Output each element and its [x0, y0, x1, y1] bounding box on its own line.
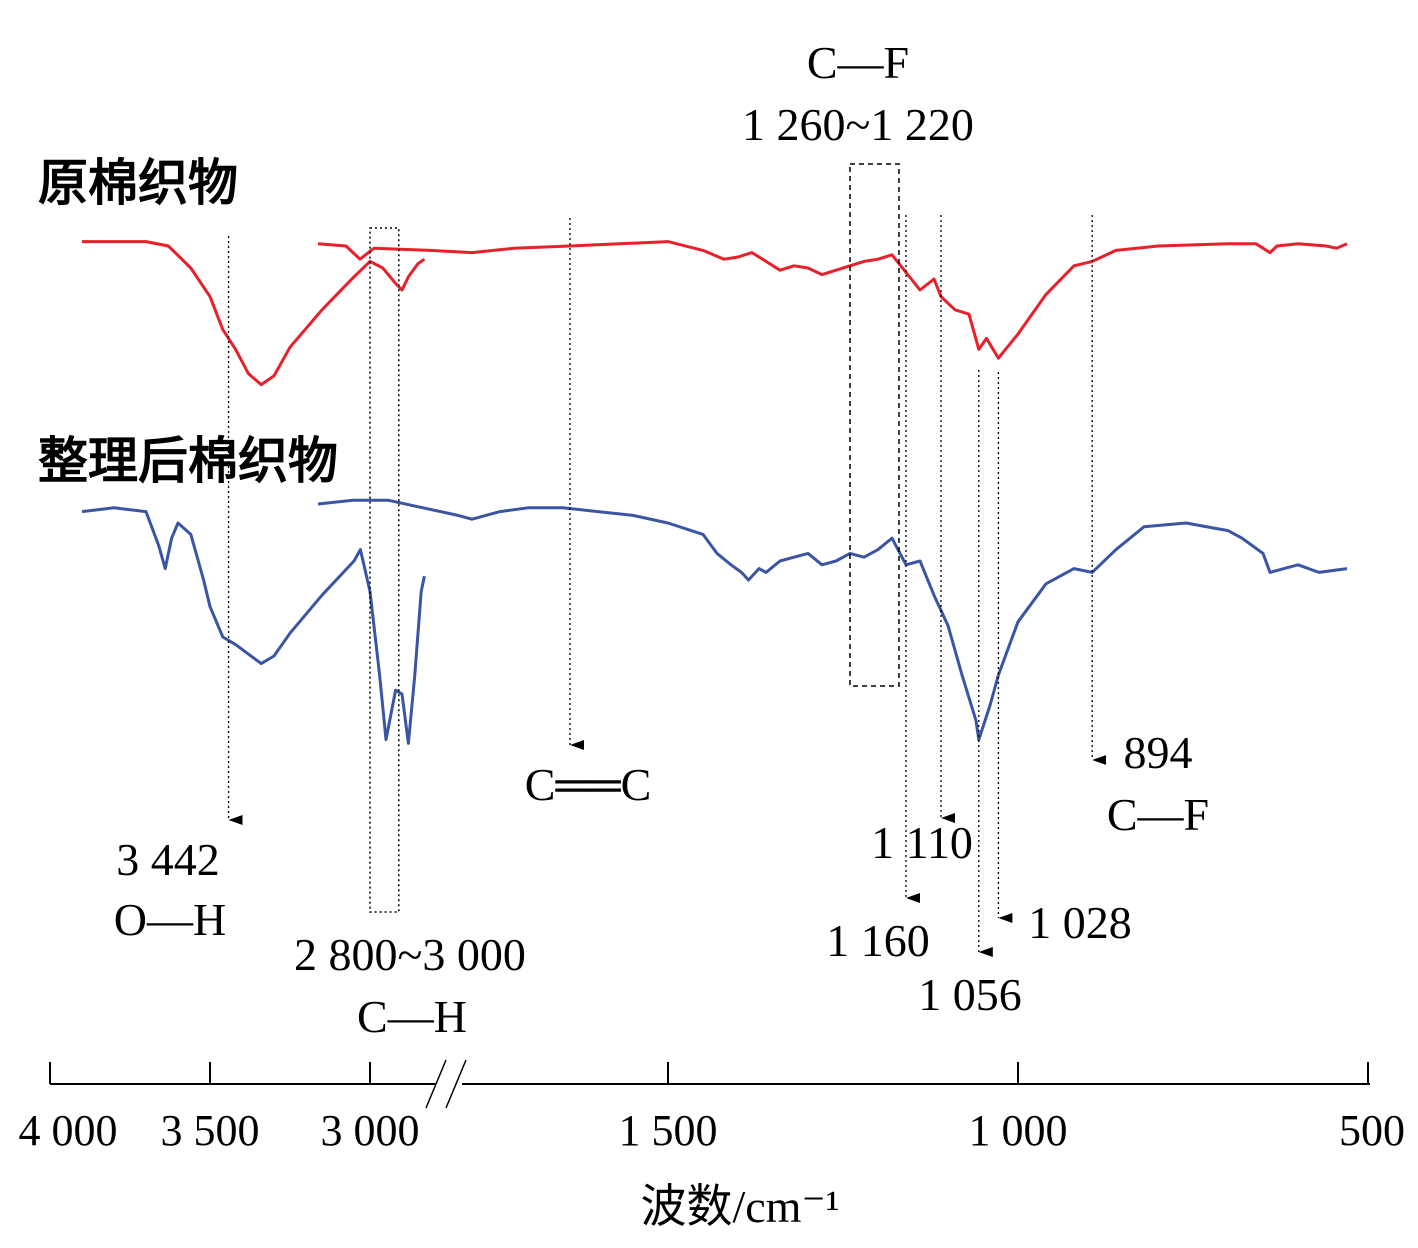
x-axis [50, 1059, 1370, 1109]
x-tick-label-3500: 3 500 [161, 1106, 260, 1155]
annotation-oh-wavenumber: 3 442 [116, 834, 220, 885]
x-axis-label: 波数/cm⁻¹ [640, 1181, 839, 1232]
series-label-treated-cotton: 整理后棉织物 [38, 432, 338, 490]
annotation-ch-range: 2 800~3 000 [294, 929, 526, 980]
annotation-ch-bond: C—H [357, 991, 467, 1042]
annotation-1110: 1 110 [871, 817, 973, 868]
x-tick-label-1500: 1 500 [619, 1106, 718, 1155]
x-tick-label-4000: 4 000 [19, 1106, 118, 1155]
spectra [81, 240, 1348, 745]
series-line-treated-cotton-segment-1 [81, 506, 426, 745]
x-tick-label-500: 500 [1339, 1106, 1405, 1155]
annotation-cf-range-values: 1 260~1 220 [742, 99, 974, 150]
axis-break-mark-2 [445, 1059, 467, 1109]
annotation-1028: 1 028 [1028, 897, 1132, 948]
guide-box-cf [849, 163, 900, 687]
x-tick-label-3000: 3 000 [321, 1106, 420, 1155]
x-tick-label-1000: 1 000 [969, 1106, 1068, 1155]
annotation-894-bond: C—F [1107, 789, 1209, 840]
annotation-cc-bond: C══C [525, 759, 652, 810]
annotation-1056: 1 056 [918, 969, 1022, 1020]
annotation-1160: 1 160 [826, 915, 930, 966]
annotation-894-wavenumber: 894 [1124, 727, 1193, 778]
guide-box-ch [369, 227, 400, 913]
series-line-raw-cotton-segment-1 [82, 240, 426, 387]
guide-lines [227, 163, 1107, 957]
series-line-raw-cotton-segment-2 [317, 240, 1348, 360]
annotation-oh-bond: O—H [114, 894, 226, 945]
annotation-cf-range-bond: C—F [807, 37, 909, 88]
axis-break-mark-1 [425, 1059, 447, 1109]
series-label-raw-cotton: 原棉织物 [38, 154, 238, 212]
x-axis-ticks: 4 000 3 500 3 000 1 500 1 000 500 [19, 1062, 1405, 1155]
series-line-treated-cotton-segment-2 [317, 498, 1348, 742]
